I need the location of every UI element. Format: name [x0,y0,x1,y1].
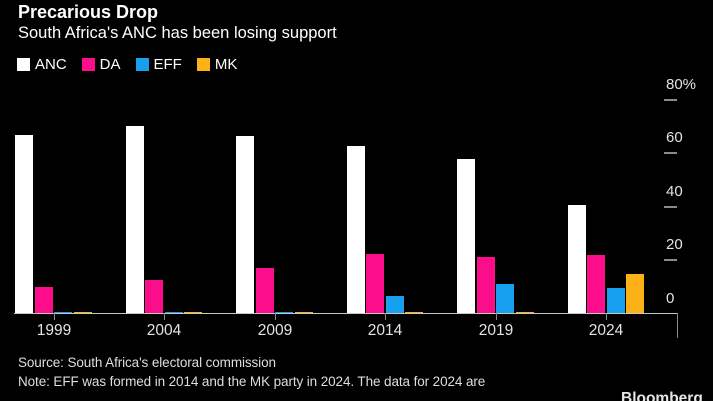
y-axis-tick-20 [664,259,677,261]
legend-swatch-anc [17,58,30,71]
x-axis-label-1999: 1999 [36,322,72,339]
source-text: Source: South Africa's electoral commiss… [18,355,276,370]
chart-title: Precarious Drop [18,2,159,22]
y-axis-tick-80 [664,99,677,101]
x-axis-tick-2024 [606,313,607,320]
bar-da-2024 [587,254,606,313]
legend-label: ANC [35,56,67,73]
x-axis-label-2019: 2019 [478,322,514,339]
bar-eff-2019 [496,284,515,313]
y-axis-label-80: 80% [666,76,697,93]
x-axis-line [14,313,677,314]
bar-anc-2004 [125,126,144,313]
legend-swatch-eff [135,58,149,71]
bar-da-2009 [255,268,274,313]
legend-item-mk: MK [196,56,238,73]
legend-label: MK [214,56,238,73]
bar-anc-2024 [567,205,586,313]
y-axis-label-20: 20 [666,236,683,253]
bar-mk-2019 [515,311,534,313]
bar-da-1999 [34,287,53,313]
legend-item-da: DA [81,56,121,73]
bar-mk-2014 [405,311,424,313]
bar-mk-2009 [294,311,313,313]
bar-da-2019 [476,257,495,313]
note-text: Note: EFF was formed in 2014 and the MK … [18,374,486,389]
bloomberg-logo: Bloomberg [621,390,703,401]
bar-mk-1999 [73,311,92,313]
y-axis-label-0: 0 [666,290,675,307]
chart-legend: ANC DA EFF MK [17,56,252,73]
bar-eff-2004 [164,311,183,313]
x-axis-label-2024: 2024 [588,322,624,339]
y-axis-tick-40 [664,206,677,208]
x-axis-label-2009: 2009 [257,322,293,339]
x-axis-tick-2009 [275,313,276,320]
chart-subtitle: South Africa's ANC has been losing suppo… [18,24,337,42]
x-axis-label-2004: 2004 [146,322,182,339]
bar-eff-2009 [275,311,294,313]
x-axis-tick-2019 [496,313,497,320]
x-axis-tick-1999 [54,313,55,320]
y-axis-label-60: 60 [666,129,683,146]
y-axis-tick-60 [664,152,677,154]
bar-mk-2024 [626,273,645,313]
bar-mk-2004 [184,311,203,313]
bar-eff-2014 [385,295,404,313]
bar-da-2014 [366,253,385,313]
bar-da-2004 [145,279,164,313]
bar-anc-2019 [457,158,476,313]
x-axis-label-2014: 2014 [367,322,403,339]
bar-anc-1999 [15,135,34,313]
legend-label: DA [99,56,121,73]
bar-eff-2024 [606,287,625,313]
x-axis-tick-2004 [164,313,165,320]
bar-eff-1999 [54,311,73,313]
legend-item-eff: EFF [135,56,182,73]
legend-label: EFF [153,56,182,73]
legend-swatch-mk [196,58,210,71]
x-axis-end-tick [677,313,678,338]
legend-item-anc: ANC [17,56,67,73]
x-axis-tick-2014 [385,313,386,320]
legend-swatch-da [81,58,95,71]
y-axis-label-40: 40 [666,183,683,200]
bar-anc-2009 [236,136,255,313]
bar-anc-2014 [346,146,365,313]
